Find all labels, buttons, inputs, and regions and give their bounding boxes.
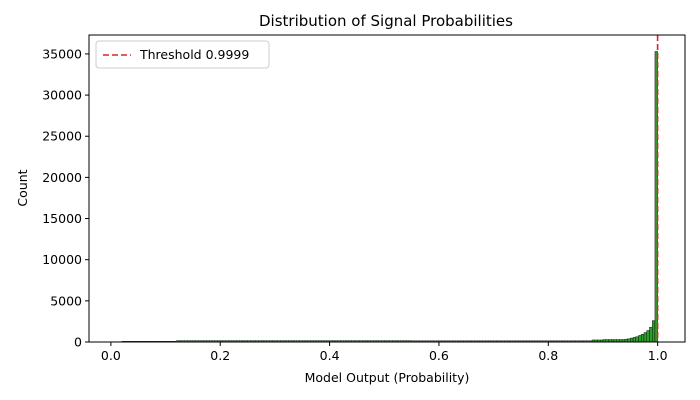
legend-box [95,40,270,69]
legend-threshold-label: Threshold 0.9999 [139,47,249,62]
histogram-bar [643,332,647,343]
x-tick-label: 0.2 [210,348,230,363]
histogram-bar [646,330,650,343]
y-tick-label: 0 [74,335,82,350]
histogram-bar [632,337,636,343]
x-tick-label: 0.6 [429,348,449,363]
y-tick-label: 20000 [42,170,82,185]
y-tick-label: 35000 [42,46,82,61]
y-axis-label: Count [15,169,30,206]
y-tick-label: 5000 [50,293,82,308]
y-tick-label: 10000 [42,252,82,267]
y-tick-label: 25000 [42,129,82,144]
x-tick-label: 1.0 [648,348,668,363]
plot-frame [88,34,686,343]
chart-title: Distribution of Signal Probabilities [259,12,513,30]
y-axis-ticks: 0 5000 10000 15000 20000 25000 30000 35000 [42,46,89,350]
x-tick-label: 0.0 [101,348,121,363]
legend: Threshold 0.9999 [95,40,270,69]
histogram-bar [638,335,642,343]
x-axis-ticks: 0.0 0.2 0.4 0.6 0.8 1.0 [101,342,668,363]
histogram-bar [651,320,656,343]
x-axis-label: Model Output (Probability) [305,370,470,385]
x-tick-label: 0.4 [320,348,340,363]
y-tick-label: 15000 [42,211,82,226]
x-tick-label: 0.8 [538,348,558,363]
y-tick-label: 30000 [42,88,82,103]
histogram-bar [635,336,639,343]
histogram-bar [641,333,645,343]
histogram-bar [649,326,653,343]
histogram-bar [630,337,634,343]
